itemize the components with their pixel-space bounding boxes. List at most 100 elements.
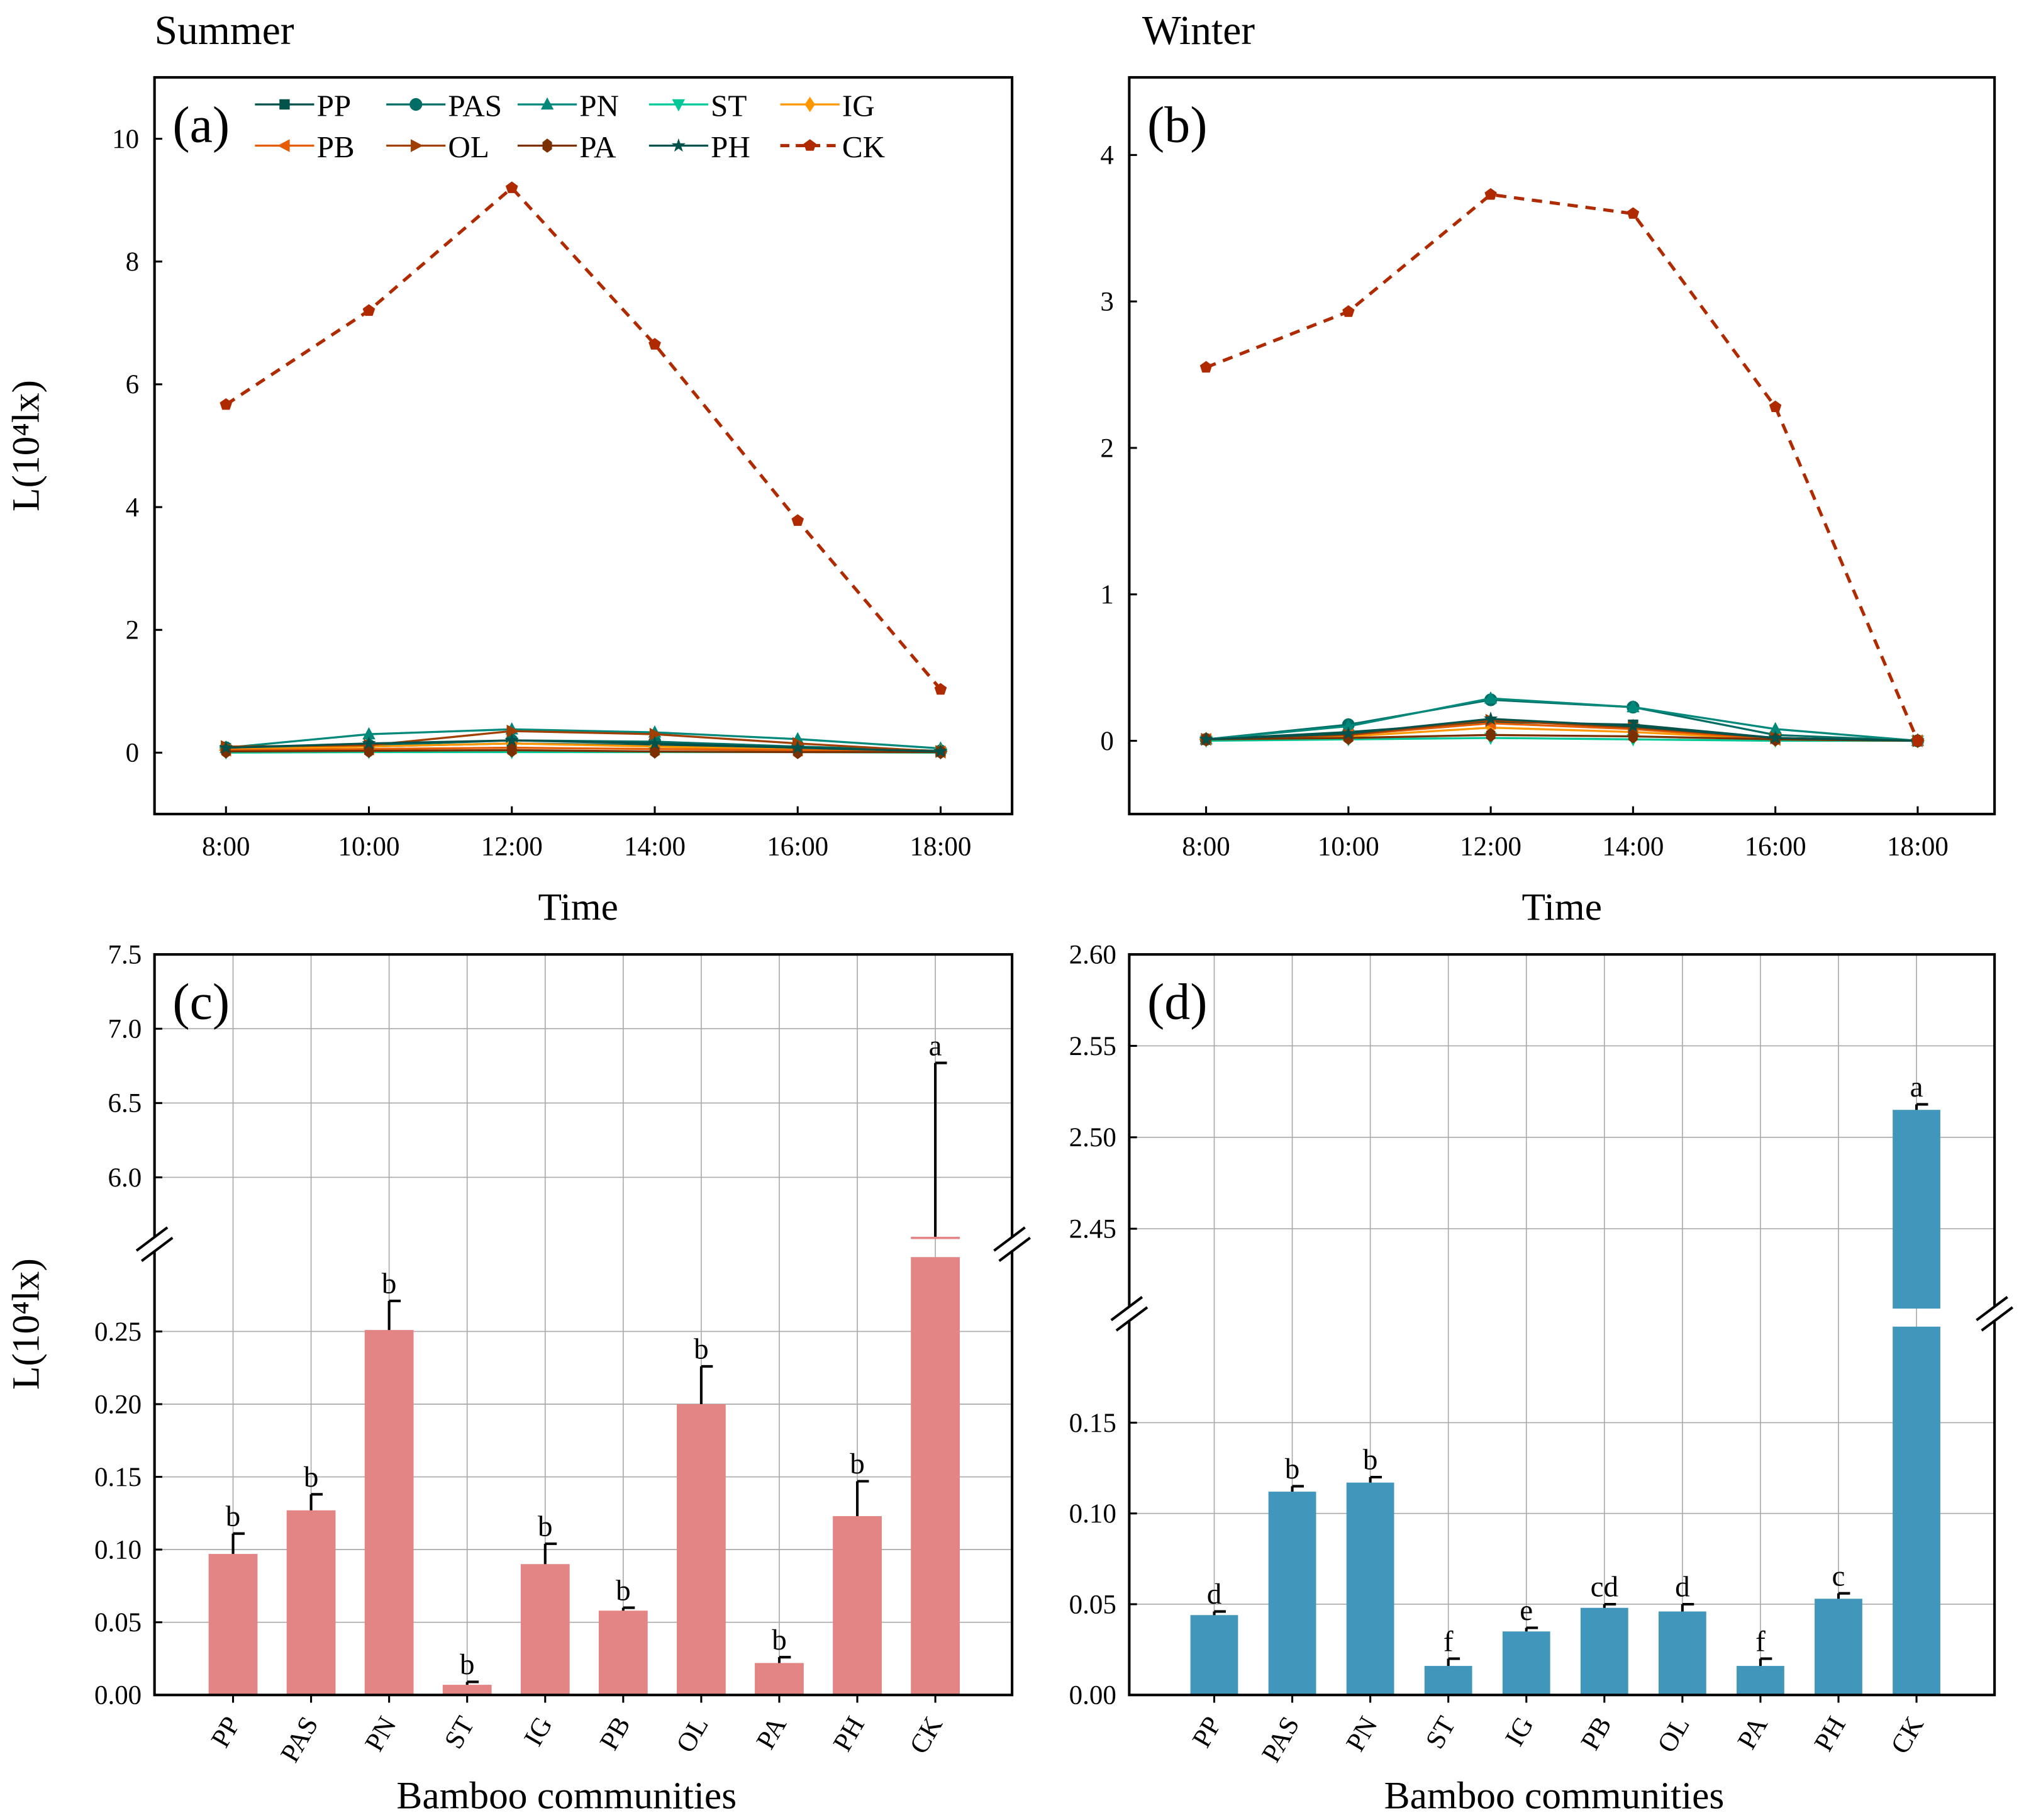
bar-pb (1580, 1607, 1628, 1695)
data-point-ol (506, 724, 520, 738)
axis-break-mark (993, 1226, 1026, 1252)
x-tick-label: PP (1187, 1712, 1228, 1753)
x-tick-label: CK (1885, 1712, 1930, 1759)
data-point-ck (1627, 207, 1640, 219)
x-tick-label: 16:00 (767, 832, 828, 861)
x-tick-label: 14:00 (624, 832, 686, 861)
y-tick-label: 6 (126, 370, 140, 399)
significance-letter: f (1755, 1625, 1766, 1658)
data-point-ph (933, 744, 948, 757)
axis-break-mark (1110, 1296, 1143, 1322)
x-tick-label: PH (828, 1712, 870, 1756)
x-tick-label: PB (594, 1712, 637, 1755)
series-line-pa (226, 749, 941, 754)
bar-ck-lower (911, 1257, 960, 1695)
y-tick-label: 6.0 (108, 1163, 142, 1193)
bar-pas (1268, 1492, 1316, 1695)
x-tick-label: PA (1732, 1712, 1774, 1755)
y-tick-label: 0.05 (94, 1608, 142, 1638)
x-tick-label: 10:00 (338, 832, 400, 861)
data-point-pn (1769, 722, 1782, 735)
significance-letter: a (929, 1029, 942, 1062)
significance-letter: b (616, 1574, 631, 1607)
significance-letter: cd (1591, 1571, 1618, 1604)
x-tick-label: 14:00 (1602, 832, 1664, 861)
bar-pn (1346, 1482, 1394, 1695)
x-tick-label: PN (359, 1712, 402, 1756)
series-line-ck (1205, 193, 1920, 742)
y-tick-label: 2.50 (1069, 1123, 1116, 1153)
data-point-ck (505, 181, 518, 193)
axis-break-mark (1981, 1306, 2013, 1332)
data-point-ck (362, 304, 375, 316)
axis-break-mark (1115, 1306, 1149, 1332)
plot-frame-c (153, 953, 1014, 1697)
x-tick-label: OL (1652, 1712, 1695, 1758)
series-line-pa (1206, 734, 1918, 742)
x-tick-label: 12:00 (481, 832, 543, 861)
plot-frame-a (153, 75, 1014, 816)
data-point-pn (1484, 691, 1498, 704)
significance-letter: c (1832, 1560, 1845, 1592)
series-line-ol (226, 730, 941, 753)
legend-item-st-marker (672, 99, 686, 112)
data-point-pn (362, 727, 375, 740)
legend-item-pa-marker (542, 138, 552, 153)
legend-item-pas-label: PAS (448, 88, 502, 123)
bar-ck-upper (911, 1236, 960, 1239)
legend-item-pp-marker (279, 99, 290, 110)
data-point-ph (219, 740, 233, 754)
legend-item-pb-marker (277, 139, 290, 152)
legend-item-ck-marker (803, 139, 816, 151)
significance-letter: b (1363, 1444, 1378, 1477)
data-point-ck (1769, 400, 1782, 413)
x-tick-label: PAS (1256, 1712, 1305, 1767)
bar-pp (1190, 1615, 1238, 1695)
bar-ph (1815, 1599, 1862, 1695)
legend-item-pb-label: PB (317, 130, 355, 164)
y-tick-label: 8 (126, 247, 140, 277)
axis-break-mark (140, 1236, 174, 1262)
bar-ol (1658, 1611, 1706, 1695)
legend-item-ph-label: PH (711, 130, 750, 164)
significance-letter: b (850, 1448, 865, 1480)
legend-item-st-label: ST (711, 88, 747, 123)
data-point-ph (1341, 726, 1356, 740)
x-tick-label: ST (1420, 1712, 1462, 1754)
significance-letter: d (1675, 1571, 1690, 1604)
title-winter: Winter (1142, 8, 1255, 53)
legend-item-ol-label: OL (448, 130, 489, 164)
data-point-ck (648, 338, 661, 350)
bar-pn (364, 1330, 414, 1695)
bar-ig (1502, 1631, 1550, 1695)
y-tick-label: 6.5 (108, 1089, 142, 1119)
data-point-ck (1199, 360, 1213, 373)
significance-letter: d (1207, 1578, 1222, 1611)
significance-letter: f (1443, 1625, 1454, 1658)
y-tick-label: 4 (1100, 141, 1114, 170)
data-point-ck (934, 683, 947, 695)
data-point-ph (1768, 730, 1783, 744)
x-tick-label: PH (1809, 1712, 1852, 1756)
x-tick-label: CK (904, 1712, 948, 1759)
panel-label: (d) (1147, 973, 1207, 1030)
series-line-pn (1206, 697, 1918, 742)
x-tick-label: PP (206, 1712, 247, 1753)
y-tick-label: 2 (126, 616, 140, 645)
series-line-ph (1206, 718, 1918, 742)
y-tick-label: 2.60 (1069, 940, 1116, 969)
x-tick-label: 18:00 (1887, 832, 1949, 861)
series-line-st (1206, 737, 1918, 742)
significance-letter: b (304, 1461, 319, 1493)
axis-break-gap (994, 1236, 1030, 1253)
data-point-ol (649, 727, 662, 741)
x-tick-label: PAS (275, 1712, 324, 1767)
significance-letter: b (226, 1500, 241, 1532)
legend-item-ol-marker (411, 139, 423, 152)
x-axis-label-a: Time (538, 886, 618, 929)
data-point-ph (1199, 732, 1213, 745)
y-tick-label: 0 (126, 739, 140, 768)
series-line-pn (226, 728, 941, 750)
legend-item-pn-label: PN (579, 88, 619, 123)
